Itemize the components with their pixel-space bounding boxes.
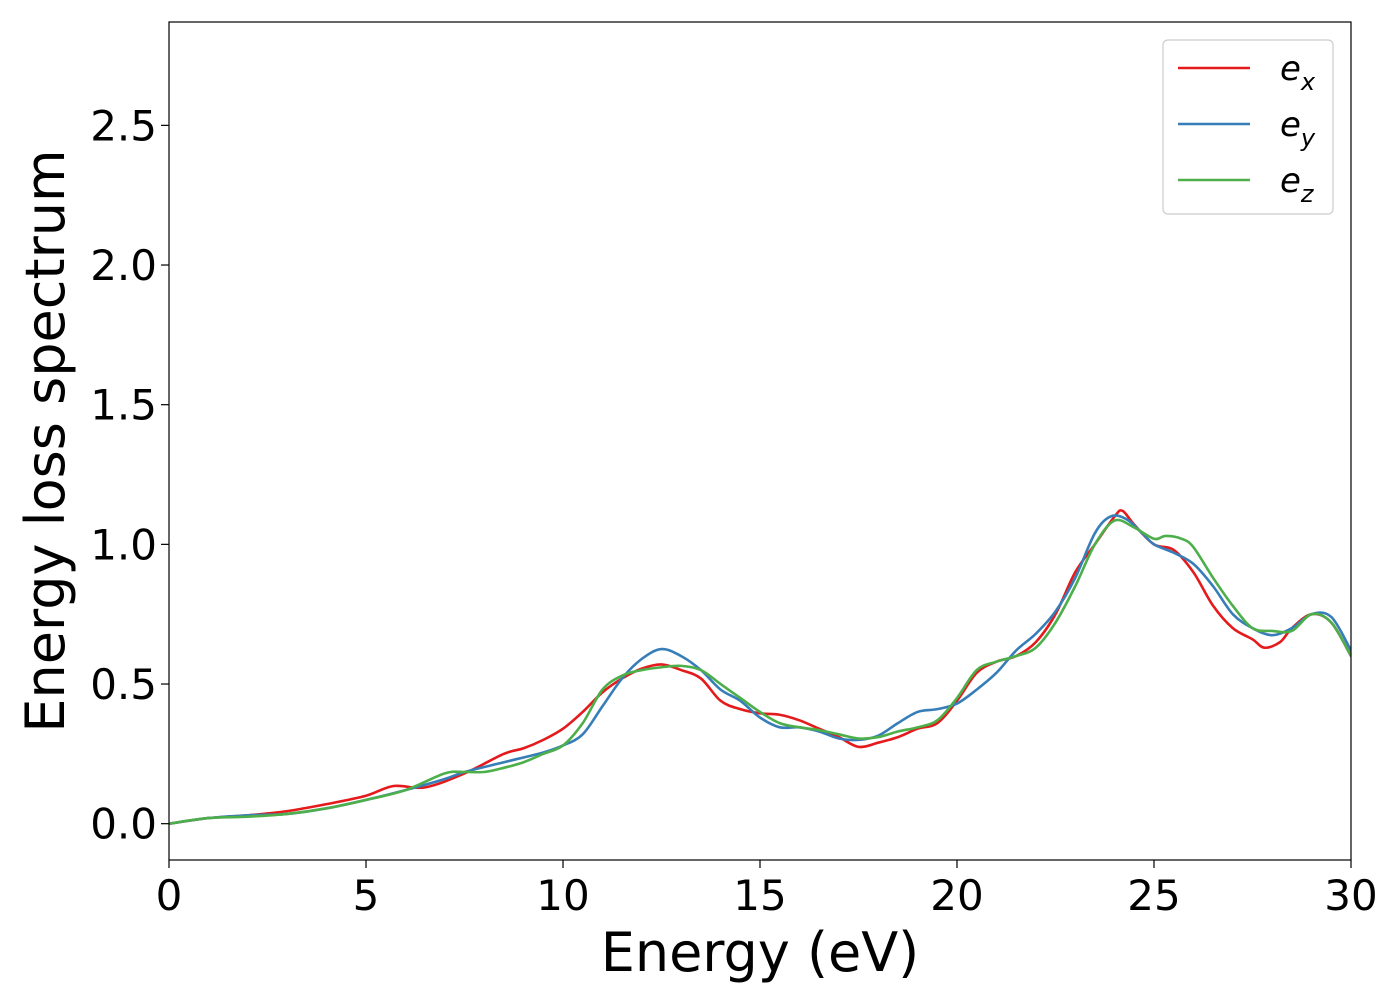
legend-label-e-y: ey (1280, 105, 1316, 152)
x-tick-label: 20 (930, 871, 983, 920)
x-tick-label: 0 (156, 871, 183, 920)
series-line-e-y (169, 514, 1351, 825)
x-tick-label: 15 (733, 871, 786, 920)
legend-label-base: e (1280, 49, 1301, 89)
x-axis: 0 5 10 15 20 25 30 (156, 860, 1378, 920)
legend-label-e-x: ex (1280, 49, 1316, 96)
x-tick-label: 5 (353, 871, 380, 920)
x-axis-title: Energy (eV) (601, 921, 920, 984)
legend-label-e-z: ez (1280, 161, 1315, 208)
legend-label-subscript: x (1300, 68, 1316, 96)
series-layer (169, 509, 1351, 825)
y-tick-label: 1.0 (90, 520, 157, 569)
x-tick-label: 30 (1324, 871, 1377, 920)
y-tick-label: 2.0 (90, 241, 157, 290)
legend-label-subscript: y (1300, 124, 1316, 152)
series-line-e-z (169, 518, 1351, 825)
legend-label-base: e (1280, 161, 1301, 201)
x-tick-label: 25 (1127, 871, 1180, 920)
y-tick-label: 0.5 (90, 660, 157, 709)
series-line-e-x (169, 509, 1351, 825)
y-tick-label: 1.5 (90, 381, 157, 430)
y-axis: 0.0 0.5 1.0 1.5 2.0 2.5 (90, 101, 169, 849)
legend-frame (1162, 39, 1334, 215)
legend-label-subscript: z (1300, 180, 1315, 208)
y-axis-title: Energy loss spectrum (14, 149, 77, 732)
x-tick-label: 10 (536, 871, 589, 920)
legend-label-base: e (1280, 105, 1301, 145)
y-tick-label: 0.0 (90, 800, 157, 849)
y-tick-label: 2.5 (90, 101, 157, 150)
